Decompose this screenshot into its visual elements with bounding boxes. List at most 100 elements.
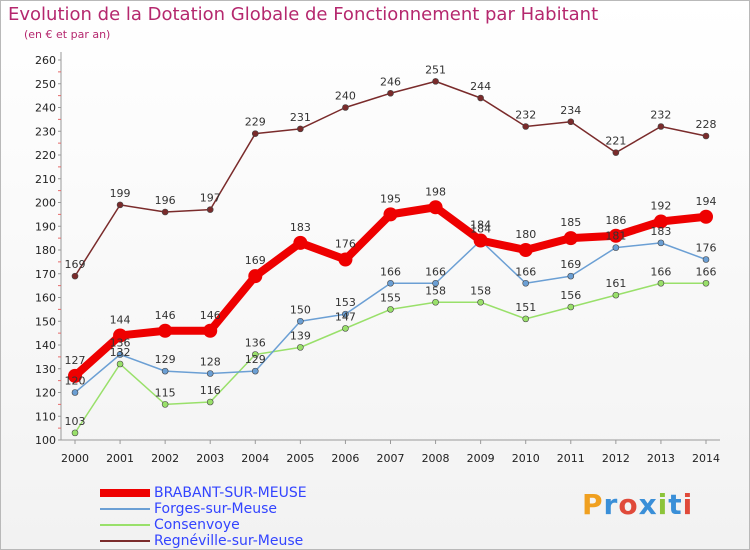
data-label: 169	[245, 254, 266, 267]
data-label: 103	[65, 415, 86, 428]
data-label: 240	[335, 90, 356, 103]
data-point	[71, 429, 79, 437]
legend-swatch	[100, 524, 150, 526]
data-point	[387, 306, 394, 313]
y-tick-label: 130	[35, 363, 56, 376]
logo-letter: t	[668, 488, 683, 521]
data-point	[113, 328, 128, 343]
x-tick-label: 2003	[196, 452, 224, 465]
data-point	[116, 201, 124, 209]
data-point	[702, 132, 710, 140]
data-label: 195	[380, 192, 401, 205]
data-label: 116	[200, 384, 221, 397]
data-label: 136	[110, 337, 131, 350]
y-tick-label: 230	[35, 125, 56, 138]
x-tick-label: 2008	[422, 452, 450, 465]
data-label: 120	[65, 375, 86, 388]
y-tick-label: 260	[35, 54, 56, 67]
x-tick-label: 2014	[692, 452, 720, 465]
data-point	[432, 78, 439, 85]
data-label: 166	[515, 265, 536, 278]
y-tick-label: 210	[35, 173, 56, 186]
logo-letter: r	[603, 488, 619, 521]
data-point	[206, 370, 214, 377]
data-label: 146	[200, 309, 221, 322]
data-label: 234	[560, 104, 581, 117]
series-line	[74, 80, 707, 277]
x-tick-label: 2005	[286, 452, 314, 465]
data-point	[567, 118, 575, 126]
x-tick-label: 2007	[377, 452, 405, 465]
data-point	[342, 310, 349, 318]
y-tick-label: 140	[35, 339, 56, 352]
data-point	[68, 368, 82, 383]
legend-swatch	[100, 489, 150, 497]
data-labels: 169 199 196 197 229 231 240 246 251 244 232 234 221 2…	[65, 63, 717, 428]
data-point	[206, 206, 214, 213]
data-point	[518, 243, 533, 257]
data-label: 192	[650, 200, 671, 213]
data-label: 228	[696, 118, 717, 131]
data-label: 166	[425, 265, 446, 278]
data-point	[653, 214, 668, 229]
data-point	[477, 298, 484, 306]
data-point	[657, 239, 665, 247]
data-label: 184	[470, 223, 491, 236]
x-tick-label: 2001	[106, 452, 134, 465]
data-label: 194	[696, 195, 717, 208]
data-point	[158, 323, 173, 338]
x-tick-label: 2000	[61, 452, 89, 465]
data-point	[161, 401, 169, 408]
x-tick-label: 2006	[331, 452, 359, 465]
logo-letter: i	[682, 488, 694, 521]
data-label: 147	[335, 310, 356, 323]
logo-letter: o	[618, 488, 639, 521]
data-point	[432, 279, 439, 287]
data-label: 199	[110, 187, 131, 200]
data-point	[387, 89, 394, 97]
data-point	[116, 351, 124, 358]
data-label: 184	[470, 219, 491, 232]
data-label: 139	[290, 329, 311, 342]
data-label: 186	[605, 214, 626, 227]
data-point	[563, 231, 578, 246]
data-label: 180	[515, 228, 536, 241]
data-point	[612, 244, 620, 251]
x-tick-label: 2013	[647, 452, 675, 465]
data-point	[342, 325, 349, 332]
data-point	[428, 200, 443, 215]
legend-label: BRABANT-SUR-MEUSE	[154, 485, 307, 501]
data-point	[297, 125, 304, 133]
data-point	[699, 209, 713, 224]
data-label: 151	[515, 301, 536, 314]
data-point	[206, 398, 214, 406]
axes: 100 110 120 130 140 150 160 170 180 190 200 210 220 2…	[35, 52, 720, 465]
data-point	[383, 207, 398, 222]
data-label: 176	[335, 238, 356, 251]
data-label: 161	[605, 277, 626, 290]
data-label: 176	[696, 242, 717, 255]
data-point	[251, 367, 259, 375]
legend-swatch	[100, 508, 150, 510]
data-label: 246	[380, 75, 401, 88]
data-label: 244	[470, 80, 491, 93]
data-label: 169	[560, 258, 581, 271]
data-label: 181	[605, 230, 626, 243]
data-label: 251	[425, 63, 446, 76]
data-label: 229	[245, 116, 266, 129]
data-label: 129	[155, 353, 176, 366]
data-point	[522, 279, 530, 287]
y-tick-label: 160	[35, 292, 56, 305]
data-point	[387, 279, 394, 287]
y-tick-label: 200	[35, 197, 56, 210]
x-tick-label: 2004	[241, 452, 269, 465]
data-point	[567, 303, 575, 311]
logo-letter: i	[657, 488, 669, 521]
data-point	[71, 389, 79, 396]
series-consenvoye	[71, 279, 710, 437]
data-label: 129	[245, 353, 266, 366]
legend-swatch	[100, 540, 150, 542]
data-label: 155	[380, 291, 401, 304]
